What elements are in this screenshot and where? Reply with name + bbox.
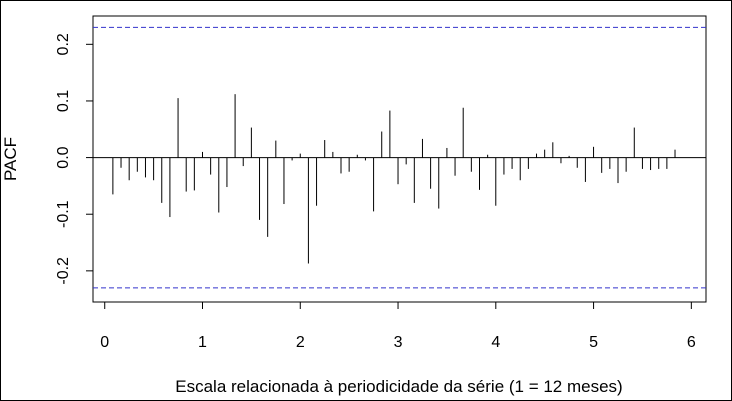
pacf-spikes	[112, 94, 676, 264]
confidence-limits	[93, 26, 706, 289]
y-axis: -0.2 -0.1 0.0 0.1 0.2	[55, 33, 93, 285]
y-tick-label-0.2: 0.2	[55, 33, 72, 55]
y-tick-label--0.2: -0.2	[55, 257, 72, 285]
y-tick-label-0.0: 0.0	[55, 146, 72, 168]
x-tick-label-1: 1	[198, 334, 207, 351]
x-tick-label-6: 6	[687, 334, 696, 351]
plot-box	[92, 15, 707, 303]
x-axis-title: Escala relacionada à periodicidade da sé…	[175, 377, 622, 396]
y-axis-title: PACF	[1, 137, 20, 181]
x-tick-label-0: 0	[100, 334, 109, 351]
x-axis: 0 1 2 3 4 5 6	[100, 301, 696, 351]
x-tick-label-2: 2	[296, 334, 305, 351]
x-tick-label-4: 4	[491, 334, 500, 351]
y-tick-label--0.1: -0.1	[55, 200, 72, 228]
y-tick-label-0.1: 0.1	[55, 90, 72, 112]
x-tick-label-3: 3	[394, 334, 403, 351]
x-tick-label-5: 5	[589, 334, 598, 351]
